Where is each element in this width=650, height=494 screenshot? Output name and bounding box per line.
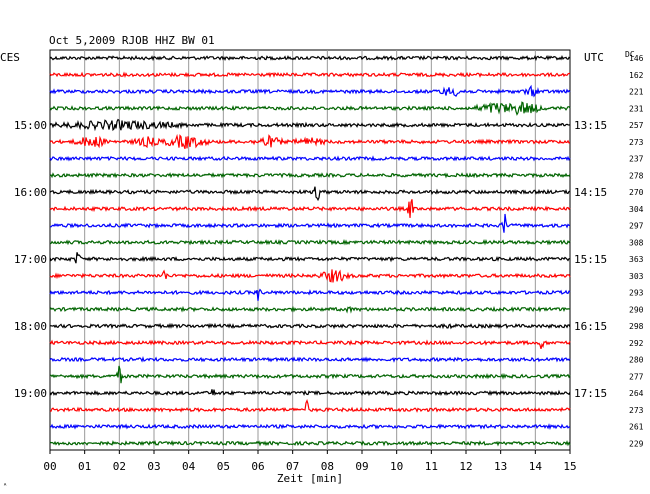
x-tick-label: 10 [390, 460, 403, 473]
trace-group [49, 55, 571, 447]
seismic-trace-line [49, 389, 571, 397]
right-hour-label: 15:15 [574, 253, 607, 266]
x-tick-label: 05 [217, 460, 230, 473]
seismic-trace-line [49, 55, 571, 62]
seismic-trace-line [49, 252, 570, 264]
right-timezone-label: UTC [584, 51, 604, 64]
seismic-trace-line [49, 186, 571, 202]
x-tick-label: 09 [355, 460, 368, 473]
left-timezone-label: CES [0, 51, 20, 64]
x-tick-label: 08 [321, 460, 334, 473]
seismic-trace-line [49, 238, 571, 246]
seismic-trace-line [49, 399, 571, 413]
seismic-trace-line [49, 269, 571, 283]
dc-offset-value: 304 [629, 205, 644, 214]
dc-offset-value: 270 [629, 188, 644, 197]
dc-offset-value: 308 [629, 238, 644, 247]
seismic-trace-line [49, 288, 571, 301]
left-hour-label: 18:00 [14, 320, 47, 333]
x-tick-label: 03 [147, 460, 160, 473]
right-hour-label: 14:15 [574, 186, 607, 199]
x-tick-label: 11 [425, 460, 438, 473]
dc-offset-value: 237 [629, 155, 644, 164]
seismic-trace-line [49, 133, 571, 150]
chart-title: Oct 5,2009 RJOB HHZ BW 01 [49, 34, 215, 47]
left-hour-label: 15:00 [14, 119, 47, 132]
right-hour-label: 13:15 [574, 119, 607, 132]
seismic-trace-line [49, 339, 571, 350]
x-tick-label: 02 [113, 460, 126, 473]
dc-offset-value: 277 [629, 372, 644, 381]
seismic-trace-line [49, 355, 571, 363]
x-tick-label: 15 [563, 460, 576, 473]
left-hour-label: 16:00 [14, 186, 47, 199]
dc-offset-value: 363 [629, 255, 644, 264]
dc-label: DC [625, 50, 635, 59]
corner-mark: ᴬ [3, 481, 7, 490]
dc-offset-value: 278 [629, 171, 644, 180]
seismic-trace-line [49, 305, 571, 314]
dc-offset-value: 273 [629, 138, 644, 147]
plot-grid [49, 49, 571, 451]
dc-offset-value: 162 [629, 71, 644, 80]
dc-offset-value: 273 [629, 406, 644, 415]
dc-offset-value: 293 [629, 289, 644, 298]
seismic-trace-line [49, 71, 571, 79]
right-hour-labels: 13:15 14:15 15:15 16:15 17:15 [574, 119, 607, 400]
dc-offset-value: 221 [629, 88, 644, 97]
seismic-trace-line [50, 213, 571, 233]
dc-offset-value: 257 [629, 121, 644, 130]
dc-offset-value: 298 [629, 322, 644, 331]
seismic-trace-line [49, 199, 571, 218]
seismic-trace-line [49, 172, 571, 179]
x-tick-label: 00 [43, 460, 56, 473]
dc-offset-value: 292 [629, 339, 644, 348]
left-hour-label: 19:00 [14, 387, 47, 400]
dc-offset-value: 231 [629, 104, 644, 113]
dc-offset-value: 261 [629, 423, 644, 432]
dc-offset-value: 264 [629, 389, 644, 398]
x-tick-labels: 00 01 02 03 04 05 06 07 08 09 10 11 12 13 14 15 [43, 450, 577, 473]
dc-offset-value: 303 [629, 272, 644, 281]
x-tick-label: 12 [459, 460, 472, 473]
left-hour-labels: 15:00 16:00 17:00 18:00 19:00 [14, 119, 47, 400]
x-tick-label: 07 [286, 460, 299, 473]
seismic-trace-line [49, 440, 571, 447]
right-hour-label: 16:15 [574, 320, 607, 333]
x-tick-label: 13 [494, 460, 507, 473]
dc-offset-value: 280 [629, 356, 644, 365]
dc-offset-value: 229 [629, 439, 644, 448]
x-tick-label: 01 [78, 460, 91, 473]
plot-frame [49, 49, 571, 451]
dc-offset-value: 146 [629, 54, 644, 63]
dc-offset-value: 297 [629, 222, 644, 231]
seismic-trace-line [49, 101, 571, 116]
seismic-trace-line [49, 84, 571, 98]
x-axis-label: Zeit [min] [277, 472, 343, 485]
seismic-trace-line [49, 155, 571, 162]
dc-offset-value: 290 [629, 305, 644, 314]
seismic-trace-line [49, 322, 571, 330]
seismic-trace-line [49, 365, 571, 384]
x-tick-label: 06 [251, 460, 264, 473]
right-hour-label: 17:15 [574, 387, 607, 400]
seismic-trace-line [49, 118, 571, 132]
dc-offset-labels: 146 162 221 231 257 273 237 278 270 304 297 308 363 3… [629, 54, 644, 448]
left-hour-label: 17:00 [14, 253, 47, 266]
x-tick-label: 04 [182, 460, 196, 473]
x-tick-label: 14 [529, 460, 543, 473]
seismic-trace-line [49, 423, 571, 430]
